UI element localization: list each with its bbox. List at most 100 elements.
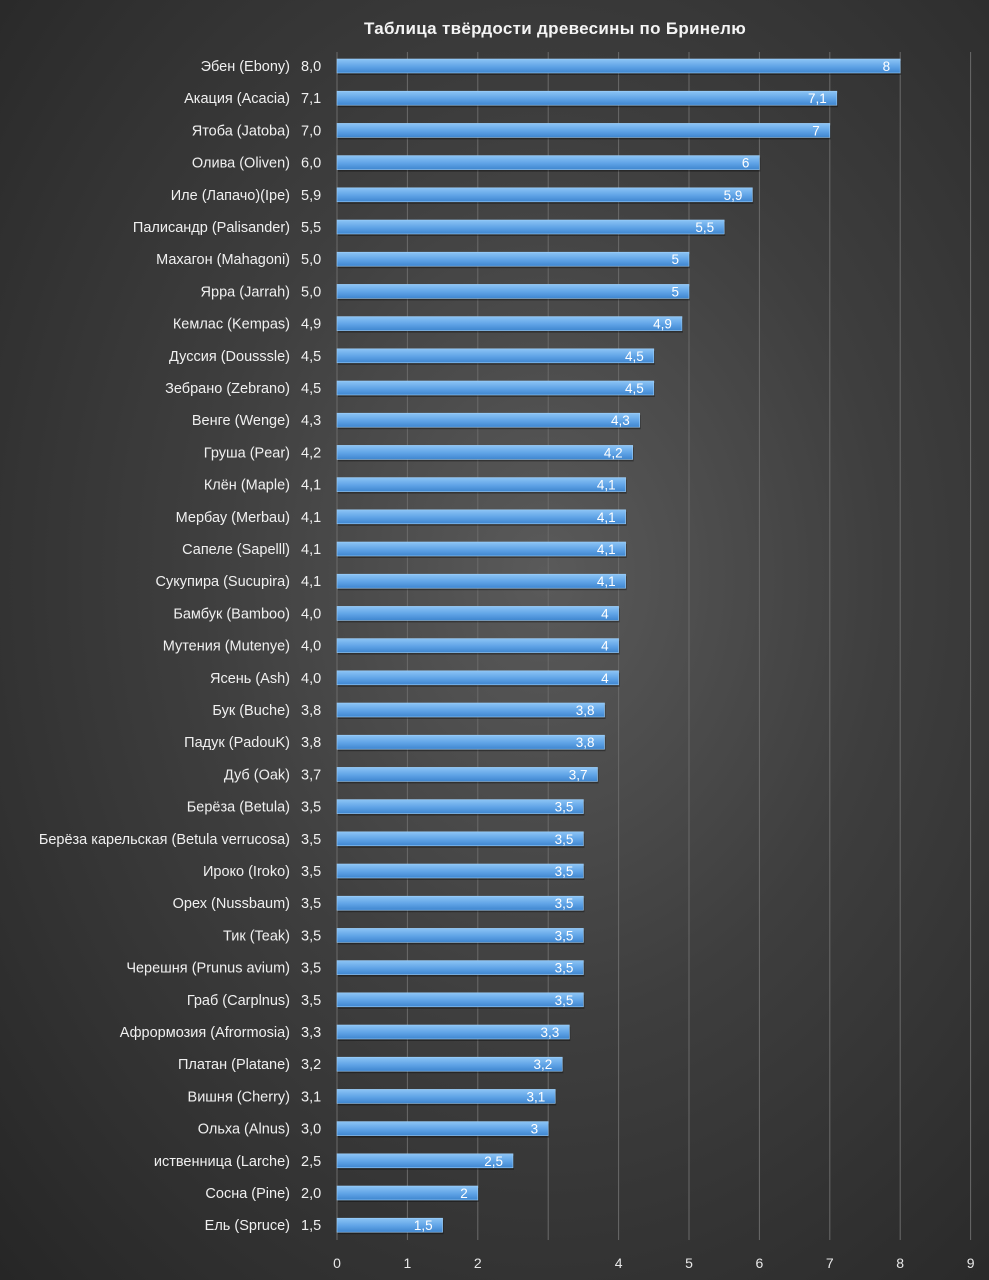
bar-data-label: 4,2 [604,445,623,460]
bar [336,412,641,428]
bar [336,477,626,492]
category-value-label: 3,8 [301,703,321,719]
bar [336,316,683,331]
category-label: Олива (Oliven) [192,156,290,172]
category-value-label: 4,1 [301,510,321,526]
category-label: Махагон (Mahagoni) [156,252,290,268]
category-label: Дуссия (Dousssle) [169,349,290,365]
category-value-label: 4,1 [301,574,321,590]
bar [336,1185,479,1201]
bar-data-label: 3,8 [576,703,595,718]
category-label: Клён (Maple) [204,478,290,494]
bar [336,445,633,460]
category-value-label: 3,5 [301,961,321,977]
category-label: Эбен (Ebony) [201,59,290,75]
category-label: Черешня (Prunus avium) [126,961,290,977]
x-axis-ticks: 0 1 2 4 5 6 7 8 9 [333,1255,975,1271]
bar [336,123,831,138]
bar [336,380,655,396]
category-value-label: 4,1 [301,478,321,494]
category-value-label: 3,8 [301,735,321,751]
x-tick-label: 2 [474,1255,482,1271]
category-label: Бук (Buche) [212,703,290,719]
bar [336,670,619,686]
bar-data-label: 6 [742,156,750,171]
bar-data-label: 4,5 [625,349,644,364]
bar [336,1056,563,1072]
bar [336,767,598,782]
bar [336,1217,443,1233]
category-value-label: 2,0 [301,1186,321,1202]
category-value-label: 4,5 [301,381,321,397]
bar-data-label: 3,5 [555,800,574,815]
bar [336,251,690,267]
category-label: Тик (Teak) [223,928,290,944]
x-tick-label: 6 [756,1255,764,1271]
bars: 8 7,1 7 6 5,9 5,5 5 5 4,9 4,5 4,5 4,3 4,2 4,1 4,1 4,1 4,… [336,58,902,1235]
bar [336,1089,556,1104]
category-label: Палисандр (Palisander) [133,220,290,236]
category-value-label: 4,5 [301,349,321,365]
bar [336,509,626,525]
category-label: Кемлас (Kempas) [173,317,290,333]
bar-data-label: 3,5 [555,832,574,847]
category-value-label: 3,3 [301,1025,321,1041]
category-value-label: 7,0 [301,123,321,139]
category-label: Вишня (Cherry) [188,1089,290,1105]
x-tick-label: 1 [404,1255,412,1271]
category-label: Ольха (Alnus) [198,1122,290,1138]
category-label: Зебрано (Zebrano) [165,381,290,397]
bar-data-label: 4,3 [611,413,630,428]
bar [336,863,584,879]
category-value-label: 3,5 [301,928,321,944]
bar-data-label: 3,5 [555,896,574,911]
category-value-label: 3,2 [301,1057,321,1073]
bar-data-label: 3,8 [576,735,595,750]
bar-data-label: 5 [671,284,679,299]
bar [336,799,584,814]
category-value-label: 5,5 [301,220,321,236]
category-value-label: 4,0 [301,606,321,622]
bar-data-label: 3,3 [541,1025,560,1040]
category-label: Сосна (Pine) [205,1186,290,1202]
category-value-label: 2,5 [301,1154,321,1170]
bar-data-label: 4 [601,606,609,621]
bar [336,734,605,750]
bar [336,90,838,106]
bar-data-label: 4,1 [597,542,616,557]
bar-data-label: 7 [812,123,820,138]
category-label: Афрормозия (Afrormosia) [120,1025,290,1041]
bar-data-label: 3,1 [526,1089,545,1104]
bar-data-label: 4,1 [597,478,616,493]
category-value-label: 4,1 [301,542,321,558]
x-tick-label: 4 [615,1255,623,1271]
bar [336,155,760,170]
category-label: Ироко (Iroko) [203,864,290,880]
category-label: Платан (Platane) [178,1057,290,1073]
bar-data-label: 5 [671,252,679,267]
category-value-label: 4,9 [301,317,321,333]
category-label: Иле (Лапачо)(Ipe) [171,188,290,204]
bar-data-label: 5,5 [695,220,714,235]
category-label: Ятоба (Jatoba) [192,123,290,139]
x-tick-label: 9 [967,1255,975,1271]
bar [336,58,901,74]
bar-data-label: 1,5 [414,1218,433,1233]
category-label: иственница (Larche) [154,1154,290,1170]
x-tick-label: 0 [333,1255,341,1271]
category-label: Берёза карельская (Betula verrucosa) [39,832,290,848]
category-label: Ярра (Jarrah) [201,284,290,300]
bar-data-label: 3,7 [569,767,588,782]
x-tick-label: 8 [896,1255,904,1271]
bar [336,187,753,203]
bar [336,831,584,847]
category-value-label: 3,1 [301,1089,321,1105]
category-label: Акация (Acacia) [184,91,290,107]
bar [336,992,584,1008]
bar-data-label: 4,9 [653,317,672,332]
category-value-label: 7,1 [301,91,321,107]
category-value-label: 4,3 [301,413,321,429]
bar [336,1121,549,1136]
bar [336,895,584,911]
bar-data-label: 4,5 [625,381,644,396]
